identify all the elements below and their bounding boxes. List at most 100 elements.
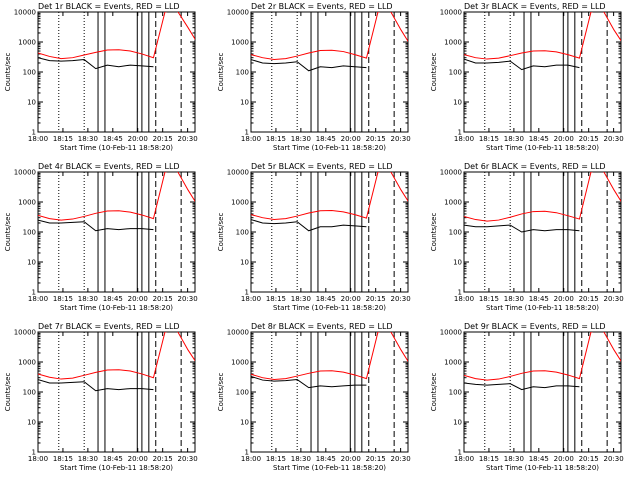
x-axis-label: Start Time (10-Feb-11 18:58:20): [486, 144, 599, 152]
x-tick-label: 20:15: [153, 295, 173, 303]
y-tick-label: 10000: [14, 169, 36, 177]
x-tick-label: 20:30: [604, 455, 624, 463]
y-tick-label: 100: [449, 69, 462, 77]
x-tick-label: 20:30: [178, 135, 198, 143]
x-axis-label: Start Time (10-Feb-11 18:58:20): [60, 304, 173, 312]
y-axis-label: Counts/sec: [4, 373, 12, 412]
plot-frame: [463, 331, 622, 453]
x-tick-label: 18:00: [241, 135, 261, 143]
y-tick-label: 10: [27, 419, 36, 427]
x-tick-label: 20:00: [554, 295, 574, 303]
y-tick-label: 1000: [444, 199, 462, 207]
x-axis-label: Start Time (10-Feb-11 18:58:20): [273, 464, 386, 472]
x-tick-label: 18:15: [53, 135, 73, 143]
plot-frame: [37, 331, 196, 453]
x-axis-label: Start Time (10-Feb-11 18:58:20): [60, 144, 173, 152]
y-tick-label: 100: [236, 69, 249, 77]
chart-title: Det 1r BLACK = Events, RED = LLD: [38, 2, 180, 11]
detector-chart: Det 7r BLACK = Events, RED = LLD 1 10 100 10…: [4, 322, 198, 472]
x-axis-label: Start Time (10-Feb-11 18:58:20): [486, 304, 599, 312]
x-tick-label: 18:30: [291, 455, 311, 463]
x-tick-label: 18:15: [266, 295, 286, 303]
plot-frame: [250, 331, 409, 453]
x-tick-label: 20:15: [153, 135, 173, 143]
detector-panel: Det 1r BLACK = Events, RED = LLD 1 10 100 10…: [0, 0, 213, 160]
x-tick-label: 18:45: [103, 295, 123, 303]
chart-title: Det 4r BLACK = Events, RED = LLD: [38, 162, 180, 171]
x-tick-label: 20:15: [366, 295, 386, 303]
detector-chart: Det 9r BLACK = Events, RED = LLD 1 10 100 10…: [430, 322, 624, 472]
plot-frame: [463, 171, 622, 293]
detector-panel: Det 7r BLACK = Events, RED = LLD 1 10 100 10…: [0, 320, 213, 480]
y-tick-label: 1: [245, 289, 249, 297]
x-tick-label: 18:30: [291, 295, 311, 303]
chart-title: Det 2r BLACK = Events, RED = LLD: [251, 2, 393, 11]
detector-chart: Det 3r BLACK = Events, RED = LLD 1 10 100 10…: [430, 2, 624, 152]
detector-panel: Det 4r BLACK = Events, RED = LLD 1 10 100 10…: [0, 160, 213, 320]
x-tick-label: 20:30: [391, 135, 411, 143]
x-tick-label: 18:00: [454, 295, 474, 303]
chart-title: Det 6r BLACK = Events, RED = LLD: [464, 162, 606, 171]
x-tick-label: 18:45: [316, 295, 336, 303]
y-axis-label: Counts/sec: [430, 373, 438, 412]
x-tick-label: 20:00: [128, 135, 148, 143]
y-tick-label: 10: [453, 419, 462, 427]
detector-chart: Det 5r BLACK = Events, RED = LLD 1 10 100 10…: [217, 162, 411, 312]
y-tick-label: 100: [236, 389, 249, 397]
events-series-line: [251, 375, 367, 389]
x-tick-label: 18:15: [479, 455, 499, 463]
y-tick-label: 10: [27, 259, 36, 267]
x-tick-label: 18:30: [291, 135, 311, 143]
x-tick-label: 18:00: [454, 135, 474, 143]
x-tick-label: 18:45: [529, 295, 549, 303]
y-tick-label: 100: [449, 229, 462, 237]
lld-series-line: [38, 332, 195, 380]
chart-title: Det 5r BLACK = Events, RED = LLD: [251, 162, 393, 171]
y-tick-label: 1000: [231, 39, 249, 47]
events-series-line: [251, 59, 367, 72]
x-tick-label: 20:15: [579, 295, 599, 303]
y-tick-label: 1: [458, 129, 462, 137]
x-tick-label: 18:45: [103, 135, 123, 143]
y-tick-label: 100: [23, 229, 36, 237]
x-tick-label: 20:30: [178, 455, 198, 463]
x-axis-label: Start Time (10-Feb-11 18:58:20): [273, 144, 386, 152]
y-tick-label: 100: [23, 69, 36, 77]
x-tick-label: 18:45: [529, 455, 549, 463]
x-tick-label: 18:15: [53, 295, 73, 303]
events-series-line: [464, 224, 580, 233]
chart-title: Det 7r BLACK = Events, RED = LLD: [38, 322, 180, 331]
y-tick-label: 1000: [18, 39, 36, 47]
x-tick-label: 18:15: [479, 295, 499, 303]
x-tick-label: 18:30: [78, 135, 98, 143]
x-tick-label: 18:00: [28, 135, 48, 143]
x-tick-label: 18:30: [504, 135, 524, 143]
y-tick-label: 1: [245, 129, 249, 137]
y-tick-label: 10000: [227, 169, 249, 177]
x-axis-label: Start Time (10-Feb-11 18:58:20): [273, 304, 386, 312]
y-tick-label: 10000: [227, 9, 249, 17]
lld-series-line: [38, 172, 195, 221]
y-tick-label: 10: [240, 259, 249, 267]
x-tick-label: 20:30: [604, 135, 624, 143]
events-series-line: [38, 219, 154, 232]
detector-chart: Det 8r BLACK = Events, RED = LLD 1 10 100 10…: [217, 322, 411, 472]
lld-series-line: [251, 172, 408, 221]
x-tick-label: 20:30: [391, 295, 411, 303]
x-tick-label: 18:00: [241, 455, 261, 463]
x-tick-label: 20:15: [579, 135, 599, 143]
detector-panel: Det 3r BLACK = Events, RED = LLD 1 10 100 10…: [426, 0, 639, 160]
y-tick-label: 1000: [231, 359, 249, 367]
y-tick-label: 10: [240, 419, 249, 427]
detector-panel: Det 6r BLACK = Events, RED = LLD 1 10 100 10…: [426, 160, 639, 320]
x-tick-label: 18:30: [504, 455, 524, 463]
y-tick-label: 1: [458, 289, 462, 297]
detector-chart: Det 1r BLACK = Events, RED = LLD 1 10 100 10…: [4, 2, 198, 152]
events-series-line: [38, 57, 154, 70]
chart-title: Det 8r BLACK = Events, RED = LLD: [251, 322, 393, 331]
lld-series-line: [251, 12, 408, 61]
x-axis-label: Start Time (10-Feb-11 18:58:20): [60, 464, 173, 472]
y-axis-label: Counts/sec: [4, 213, 12, 252]
x-tick-label: 20:30: [604, 295, 624, 303]
x-tick-label: 20:00: [341, 455, 361, 463]
